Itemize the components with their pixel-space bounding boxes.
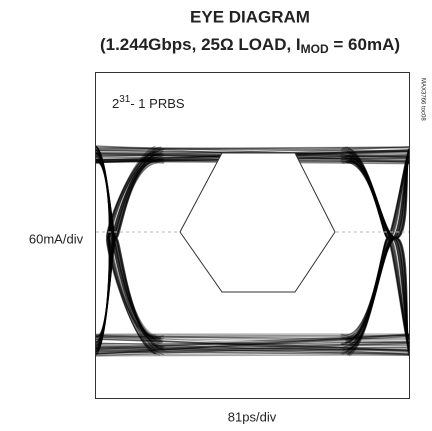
y-axis-label: 60mA/div [29, 231, 84, 246]
page: EYE DIAGRAM (1.244Gbps, 25Ω LOAD, IMOD =… [0, 0, 432, 431]
chart-title: EYE DIAGRAM [190, 7, 310, 26]
chart-subtitle: (1.244Gbps, 25Ω LOAD, IMOD = 60mA) [100, 35, 400, 56]
x-axis-label: 81ps/div [228, 409, 277, 424]
eye-mask [180, 153, 335, 292]
figure-id: MAX3766 toc08 [419, 78, 425, 121]
subtitle-subscript: MOD [301, 42, 329, 56]
annotation-text: - 1 PRBS [130, 96, 185, 111]
chart: EYE DIAGRAM (1.244Gbps, 25Ω LOAD, IMOD =… [0, 0, 432, 431]
annotation-superscript: 31 [119, 94, 131, 105]
subtitle-text: = 60mA) [329, 35, 400, 54]
subtitle-text: (1.244Gbps, 25Ω LOAD, I [100, 35, 301, 54]
annotation-base: 2 [112, 96, 119, 111]
